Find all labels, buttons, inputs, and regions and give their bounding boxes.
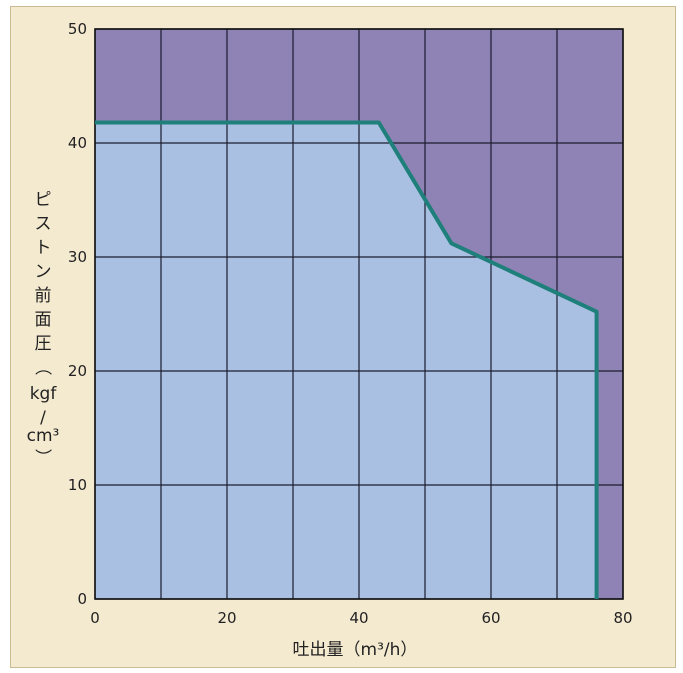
y-tick-label: 40 (68, 134, 87, 152)
x-tick-label: 80 (613, 609, 632, 627)
y-axis-label-char: 面 (35, 310, 52, 330)
x-tick-label: 40 (349, 609, 368, 627)
series-area-fill (95, 122, 597, 599)
y-axis-label-char: （ (32, 359, 52, 376)
y-axis-label-char: ） (32, 449, 52, 466)
y-axis-label-char: 圧 (35, 334, 52, 354)
chart-frame: 0 20 40 60 80 0 10 20 30 40 50 吐出量（m³/h） ピストン前面圧 （… (10, 6, 676, 668)
plot-border (94, 28, 624, 600)
y-axis-label-char: / (40, 408, 46, 428)
y-tick-label: 20 (68, 362, 87, 380)
x-tick-label: 60 (481, 609, 500, 627)
y-tick-label: 50 (68, 20, 87, 38)
y-axis-label-char: ン (35, 262, 52, 282)
y-axis-label-char: 前 (35, 286, 52, 306)
x-tick-labels: 0 20 40 60 80 (90, 609, 632, 627)
y-axis-label-char: cm³ (27, 426, 60, 446)
y-tick-label: 10 (68, 476, 87, 494)
y-tick-labels: 0 10 20 30 40 50 (68, 20, 87, 608)
y-axis-label-char: kgf (30, 384, 58, 404)
series-line (95, 120, 599, 599)
x-tick-label: 20 (217, 609, 236, 627)
x-tick-label: 0 (90, 609, 100, 627)
y-tick-label: 30 (68, 248, 87, 266)
y-axis-label-char: ス (35, 214, 52, 234)
x-axis-label: 吐出量（m³/h） (293, 640, 418, 660)
y-axis-label-char: ピ (35, 190, 52, 210)
y-axis-label-char: ト (35, 238, 52, 258)
y-tick-label: 0 (77, 590, 87, 608)
